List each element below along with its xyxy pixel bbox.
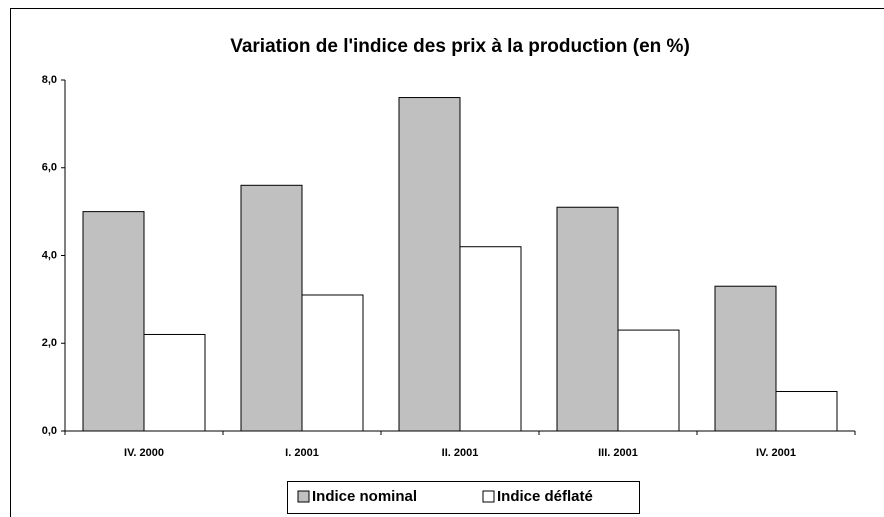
bar — [556, 206, 619, 432]
y-tick-label: 0,0 — [42, 425, 57, 437]
legend-swatch — [297, 490, 310, 503]
x-tick-label: I. 2001 — [285, 447, 319, 459]
x-tick-label: IV. 2001 — [756, 447, 796, 459]
legend-swatch — [482, 490, 495, 503]
bar — [82, 211, 145, 432]
bar — [240, 184, 303, 432]
bar — [775, 391, 838, 432]
y-tick-label: 8,0 — [42, 74, 57, 86]
y-tick-label: 2,0 — [42, 337, 57, 349]
legend-box — [287, 481, 640, 514]
x-tick-label: III. 2001 — [598, 447, 638, 459]
bar — [714, 285, 777, 432]
bar — [398, 97, 461, 432]
legend-label: Indice nominal — [312, 488, 417, 505]
y-tick-label: 4,0 — [42, 249, 57, 261]
x-tick-label: IV. 2000 — [124, 447, 164, 459]
x-tick-label: II. 2001 — [442, 447, 479, 459]
bar — [301, 294, 364, 432]
bar — [617, 329, 680, 432]
legend-label: Indice déflaté — [497, 488, 593, 505]
y-tick-label: 6,0 — [42, 162, 57, 174]
bar — [459, 246, 522, 432]
bar — [143, 333, 206, 432]
chart-title: Variation de l'indice des prix à la prod… — [230, 36, 690, 57]
